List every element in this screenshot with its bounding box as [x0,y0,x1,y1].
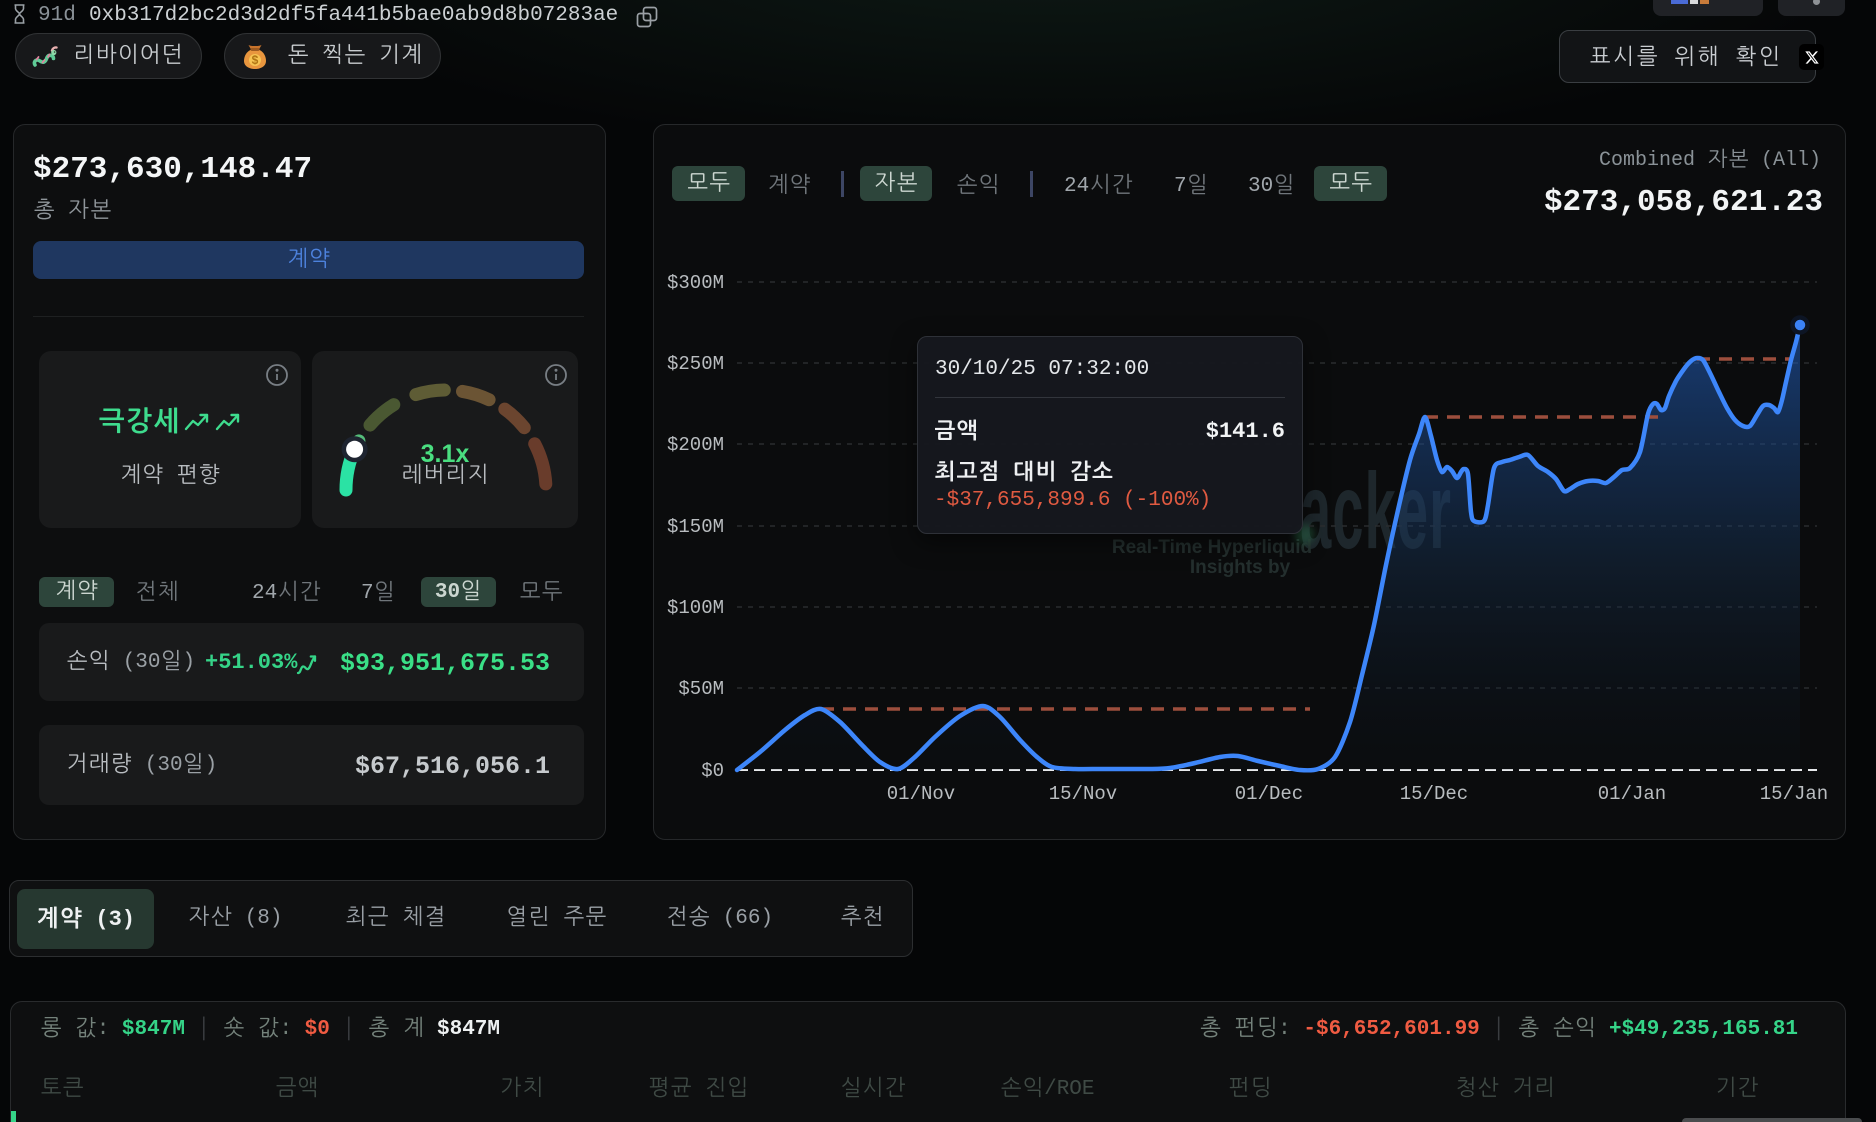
svg-text:$: $ [252,53,259,67]
